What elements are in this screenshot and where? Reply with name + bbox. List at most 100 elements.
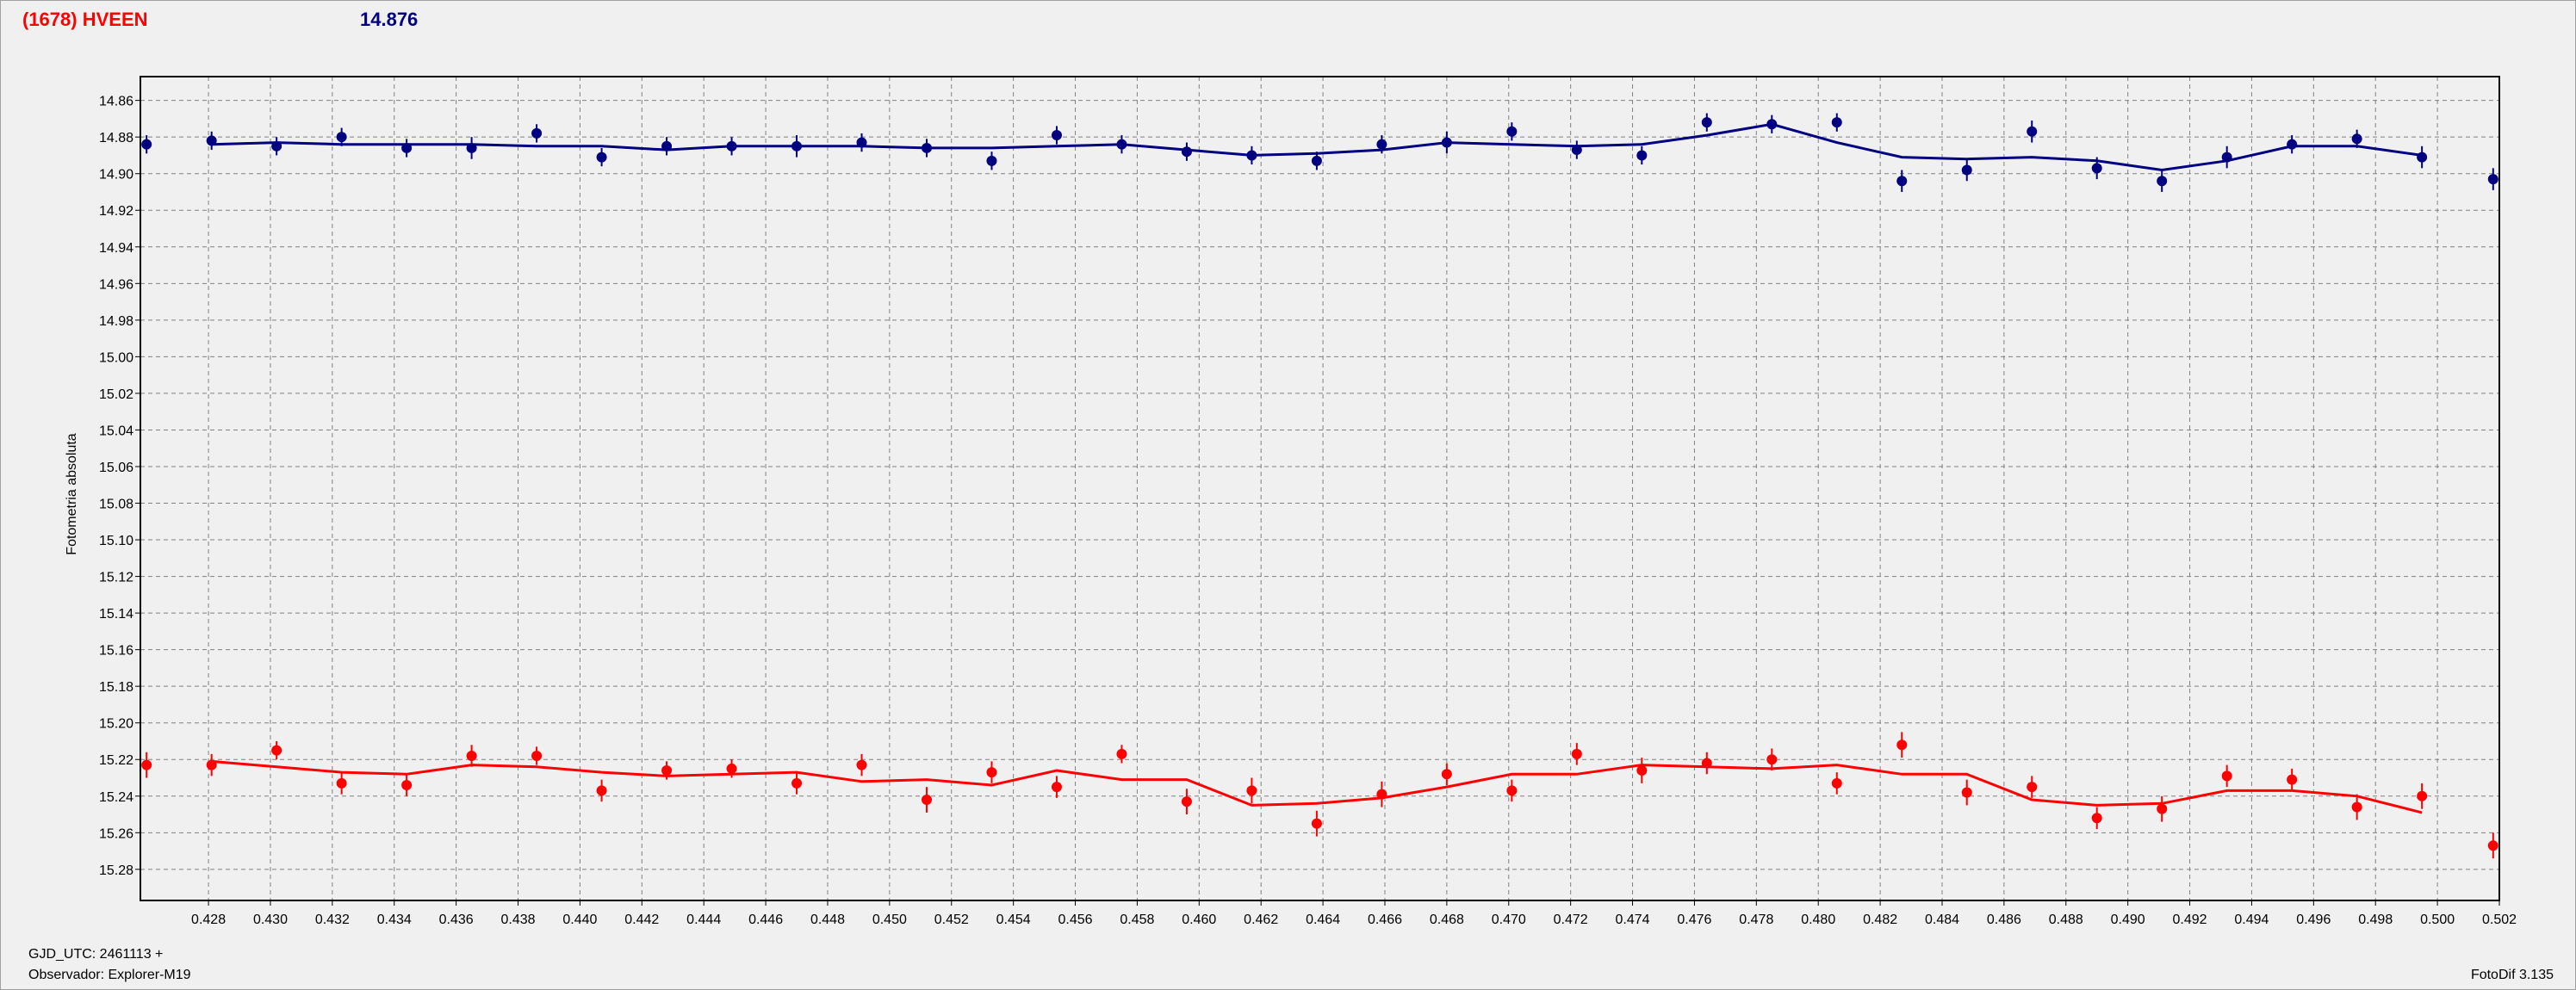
data-point [271,140,282,152]
data-point [2221,152,2232,163]
data-point [1506,785,1518,796]
y-tick-label: 15.06 [99,461,133,475]
x-tick-label: 0.488 [2049,913,2083,927]
data-point [856,759,867,770]
data-point [336,777,347,789]
x-tick-label: 0.442 [624,913,659,927]
data-point [2221,770,2232,782]
tick-label-layer: 0.428 0.430 0.432 0.434 0.436 0.438 0.440 0.442… [99,95,2517,927]
data-point [1311,155,1322,166]
y-tick-label: 14.96 [99,277,133,292]
x-tick-label: 0.436 [439,913,474,927]
y-tick-label: 15.22 [99,753,133,768]
y-tick-label: 15.08 [99,498,133,512]
x-tick-label: 0.484 [1925,913,1959,927]
data-point [1181,796,1192,807]
data-point [726,140,737,152]
x-tick-label: 0.474 [1616,913,1650,927]
y-tick-label: 15.18 [99,680,133,695]
data-point [206,135,217,146]
data-point [1311,818,1322,829]
data-point [1766,754,1778,765]
data-point [2157,803,2168,814]
grid-layer [135,77,2500,906]
data-point [1571,748,1582,759]
data-point [1051,130,1062,141]
y-tick-label: 15.20 [99,717,133,732]
data-point [661,140,673,152]
data-point [1701,758,1712,769]
gjd-label: GJD_UTC: 2461113 + [28,947,164,962]
data-point [2091,813,2102,824]
data-point [1831,777,1842,789]
x-tick-label: 0.448 [810,913,845,927]
y-tick-label: 15.14 [99,607,133,622]
x-tick-label: 0.498 [2358,913,2393,927]
x-tick-label: 0.454 [996,913,1031,927]
data-point [2287,139,2298,150]
data-point [1051,782,1062,793]
data-point [1116,748,1127,759]
x-tick-label: 0.500 [2420,913,2455,927]
x-tick-label: 0.428 [191,913,226,927]
data-point [1441,769,1452,780]
data-point [141,139,152,150]
data-point [856,137,867,148]
data-point [2027,126,2038,137]
y-tick-label: 15.10 [99,534,133,548]
x-tick-label: 0.440 [562,913,597,927]
fit-line-series-2 [211,759,2423,814]
y-tick-label: 15.28 [99,863,133,878]
x-tick-label: 0.456 [1058,913,1093,927]
data-point [401,780,413,791]
data-point [596,785,607,796]
y-tick-label: 14.86 [99,95,133,109]
x-tick-label: 0.430 [253,913,288,927]
data-point [1636,765,1648,777]
data-point [2091,163,2102,174]
x-tick-label: 0.450 [872,913,907,927]
x-tick-label: 0.432 [315,913,350,927]
object-title: (1678) HVEEN [22,9,148,30]
data-point [1831,117,1842,128]
points-layer [141,113,2498,859]
x-tick-label: 0.490 [2111,913,2145,927]
data-point [2417,790,2428,801]
y-tick-label: 14.98 [99,314,133,329]
x-tick-label: 0.464 [1306,913,1340,927]
data-point [531,750,543,761]
data-point [1701,117,1712,128]
data-point [401,142,413,153]
y-tick-label: 14.92 [99,204,133,219]
y-tick-label: 14.94 [99,241,133,256]
x-tick-label: 0.486 [1987,913,2021,927]
data-point [1246,150,1257,161]
y-tick-label: 14.88 [99,131,133,145]
data-point [596,152,607,163]
data-point [1376,789,1387,800]
x-tick-label: 0.496 [2296,913,2331,927]
data-point [986,155,997,166]
x-tick-label: 0.446 [748,913,783,927]
x-tick-label: 0.472 [1554,913,1588,927]
data-point [466,750,477,761]
x-tick-label: 0.470 [1492,913,1526,927]
x-tick-label: 0.452 [934,913,969,927]
data-point [1961,787,1972,798]
data-point [1506,126,1518,137]
data-point [2487,174,2498,185]
data-point [2417,152,2428,163]
data-point [922,142,932,153]
data-point [2351,801,2362,813]
data-point [2157,176,2168,187]
data-point [1896,176,1908,187]
version-label: FotoDif 3.135 [2470,968,2554,982]
data-point [1961,164,1972,176]
y-tick-label: 15.26 [99,826,133,841]
x-tick-label: 0.438 [501,913,536,927]
data-point [661,765,673,777]
data-point [336,132,347,143]
y-tick-label: 15.02 [99,387,133,402]
data-point [1376,139,1387,150]
